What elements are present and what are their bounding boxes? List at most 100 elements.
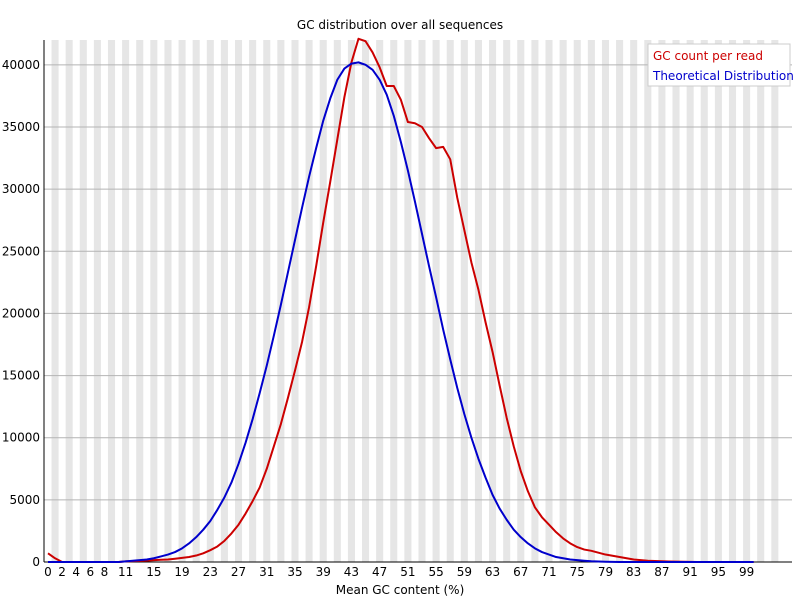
series-line-theoretical [48, 61, 754, 563]
x-tick-label: 99 [739, 565, 754, 579]
x-tick-label: 6 [87, 565, 95, 579]
background-band [164, 40, 172, 562]
background-band [347, 40, 355, 562]
background-band [93, 40, 101, 562]
background-band [460, 40, 468, 562]
y-tick-label: 30000 [2, 182, 40, 196]
background-band [376, 40, 384, 562]
background-band [474, 40, 482, 562]
background-band [531, 40, 539, 562]
x-tick-label: 87 [654, 565, 669, 579]
background-band [220, 40, 228, 562]
background-band [122, 40, 130, 562]
background-band [404, 40, 412, 562]
background-band [235, 40, 243, 562]
y-tick-label: 40000 [2, 58, 40, 72]
background-band [686, 40, 694, 562]
background-band [291, 40, 299, 562]
x-tick-label: 95 [711, 565, 726, 579]
background-band [503, 40, 511, 562]
background-band [263, 40, 271, 562]
x-tick-label: 71 [541, 565, 556, 579]
background-band [249, 40, 257, 562]
legend-entry-gc-count: GC count per read [653, 49, 763, 63]
chart-title: GC distribution over all sequences [297, 18, 503, 32]
legend: GC count per read Theoretical Distributi… [647, 43, 794, 87]
background-band [714, 40, 722, 562]
x-tick-label: 39 [316, 565, 331, 579]
x-tick-label: 15 [146, 565, 161, 579]
x-tick-label: 91 [683, 565, 698, 579]
background-band [206, 40, 214, 562]
background-band [107, 40, 116, 562]
series-lines [47, 37, 754, 563]
background-band [150, 40, 158, 562]
y-tick-label: 5000 [9, 493, 40, 507]
x-tick-label: 83 [626, 565, 641, 579]
x-tick-label: 4 [72, 565, 80, 579]
background-band [757, 40, 765, 562]
x-tick-label: 75 [570, 565, 585, 579]
background-band [601, 40, 609, 562]
x-tick-label: 67 [513, 565, 528, 579]
background-band [573, 40, 581, 562]
x-tick-label: 0 [44, 565, 52, 579]
background-band [333, 40, 341, 562]
background-band [743, 40, 751, 562]
y-tick-label: 25000 [2, 244, 40, 258]
x-tick-label: 79 [598, 565, 613, 579]
y-tick-label: 0 [32, 555, 40, 569]
background-band [630, 40, 638, 562]
x-tick-label: 27 [231, 565, 246, 579]
y-tick-label: 15000 [2, 369, 40, 383]
x-axis-ticks: 0 2 4 6 8 11 15 19 23 27 31 35 39 43 47 51 55 59 63 67 71 75 7… [44, 565, 754, 579]
x-tick-label: 55 [428, 565, 443, 579]
x-tick-label: 31 [259, 565, 274, 579]
background-band [489, 40, 497, 562]
y-tick-label: 35000 [2, 120, 40, 134]
background-band [658, 40, 666, 562]
series-line-gc-count [47, 37, 754, 563]
x-axis-label: Mean GC content (%) [336, 583, 465, 597]
x-tick-label: 8 [101, 565, 109, 579]
x-tick-label: 63 [485, 565, 500, 579]
y-tick-label: 10000 [2, 431, 40, 445]
x-tick-label: 47 [372, 565, 387, 579]
legend-box [647, 43, 791, 87]
background-band [644, 40, 652, 562]
background-band [672, 40, 680, 562]
background-band [616, 40, 624, 562]
x-tick-label: 2 [58, 565, 66, 579]
y-tick-label: 20000 [2, 306, 40, 320]
background-band [390, 40, 398, 562]
background-bands [51, 40, 779, 562]
background-band [305, 40, 313, 562]
x-tick-label: 51 [400, 565, 415, 579]
background-band [362, 40, 370, 562]
background-band [587, 40, 595, 562]
background-band [700, 40, 708, 562]
x-tick-label: 23 [203, 565, 218, 579]
background-band [136, 40, 144, 562]
background-band [728, 40, 737, 562]
legend-entry-theoretical: Theoretical Distribution [652, 69, 794, 83]
background-band [545, 40, 553, 562]
background-band [51, 40, 59, 562]
background-band [418, 40, 426, 562]
background-band [319, 40, 327, 562]
background-band [192, 40, 200, 562]
x-tick-label: 35 [287, 565, 302, 579]
x-tick-label: 19 [174, 565, 189, 579]
background-band [771, 40, 779, 562]
x-tick-label: 11 [118, 565, 133, 579]
x-tick-label: 43 [344, 565, 359, 579]
horizontal-gridlines [44, 64, 792, 501]
background-band [517, 40, 525, 562]
background-band [559, 40, 567, 562]
x-tick-label: 59 [457, 565, 472, 579]
y-axis-ticks: 0 5000 10000 15000 20000 25000 30000 35000 40000 [2, 58, 40, 569]
background-band [446, 40, 454, 562]
background-band [79, 40, 87, 562]
background-band [65, 40, 73, 562]
